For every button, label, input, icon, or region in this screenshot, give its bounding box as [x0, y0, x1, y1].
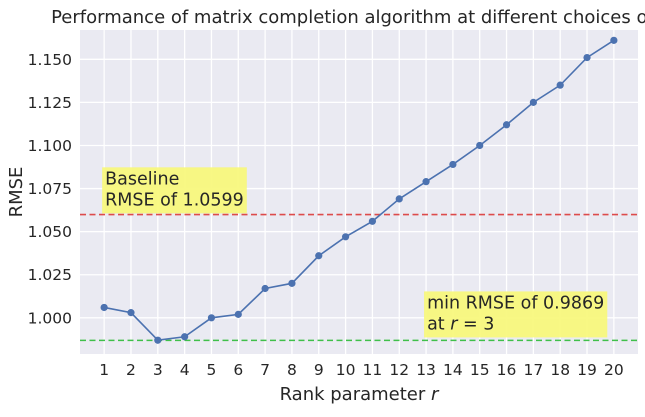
- data-point: [315, 252, 323, 260]
- baseline-annotation: Baseline RMSE of 1.0599: [102, 167, 247, 214]
- data-point: [341, 233, 350, 241]
- data-point: [502, 121, 511, 129]
- x-axis-label: Rank parameter r: [280, 384, 440, 405]
- data-point: [368, 217, 377, 225]
- x-tick-label: 12: [389, 361, 409, 379]
- y-tick-label: 1.000: [28, 309, 72, 327]
- data-point: [261, 284, 269, 293]
- x-tick-label: 19: [577, 361, 597, 379]
- x-tick-label: 20: [604, 361, 624, 379]
- data-point: [529, 98, 537, 106]
- x-tick-label: 4: [180, 361, 190, 379]
- x-tick-label: 3: [153, 361, 163, 379]
- x-tick-label: 7: [260, 361, 270, 379]
- annotation-box: [424, 291, 608, 338]
- min-rmse-annotation: min RMSE of 0.9869 at r = 3: [424, 291, 608, 338]
- y-tick-label: 1.075: [28, 180, 72, 198]
- x-tick-label: 11: [363, 361, 383, 379]
- x-tick-label: 18: [550, 361, 570, 379]
- annotation-text: Baseline RMSE of 1.0599: [105, 169, 244, 210]
- x-tick-label: 8: [287, 361, 297, 379]
- y-tick-label: 1.100: [28, 137, 72, 155]
- data-point: [556, 81, 564, 89]
- data-point: [476, 141, 484, 150]
- data-point: [288, 279, 296, 287]
- data-point: [181, 333, 189, 341]
- annotation-text: min RMSE of 0.9869 at r = 3: [427, 293, 604, 334]
- series-layer: [100, 36, 618, 344]
- x-tick-label: 6: [233, 361, 243, 379]
- x-tick-label: 1: [99, 361, 109, 379]
- x-tick-label: 17: [524, 361, 544, 379]
- y-tick-label: 1.025: [28, 266, 72, 284]
- x-tick-label: 10: [336, 361, 356, 379]
- y-tick-labels: 1.000 1.025 1.050 1.075 1.100 1.125 1.150: [28, 51, 72, 328]
- x-tick-label: 5: [207, 361, 217, 379]
- x-tick-label: 13: [416, 361, 436, 379]
- y-tick-label: 1.125: [28, 94, 72, 112]
- y-axis-label: RMSE: [6, 167, 27, 218]
- reference-lines: [80, 213, 638, 342]
- x-tick-label: 15: [470, 361, 490, 379]
- data-point: [422, 178, 430, 186]
- data-point: [207, 314, 216, 322]
- x-tick-label: 14: [443, 361, 463, 379]
- x-tick-labels: 1 2 3 4 5 6 7 8 9 10 11 12 13 14 15 16 17 18 19 20: [99, 361, 624, 379]
- x-tick-label: 2: [126, 361, 136, 379]
- annotation-box: [102, 167, 247, 214]
- x-tick-label: 16: [497, 361, 517, 379]
- data-point: [610, 36, 618, 44]
- y-tick-label: 1.150: [28, 51, 72, 69]
- series-line: [103, 39, 615, 342]
- chart-title: Performance of matrix completion algorit…: [51, 7, 645, 28]
- data-point: [449, 160, 457, 169]
- annotations: Baseline RMSE of 1.0599 min RMSE of 0.9869…: [102, 167, 608, 338]
- data-point: [100, 303, 108, 312]
- data-point: [154, 336, 162, 344]
- data-point: [234, 310, 242, 318]
- y-tick-label: 1.050: [28, 223, 72, 241]
- x-tick-label: 9: [314, 361, 324, 379]
- data-point: [583, 53, 591, 62]
- data-point: [395, 195, 403, 203]
- data-point: [127, 309, 135, 317]
